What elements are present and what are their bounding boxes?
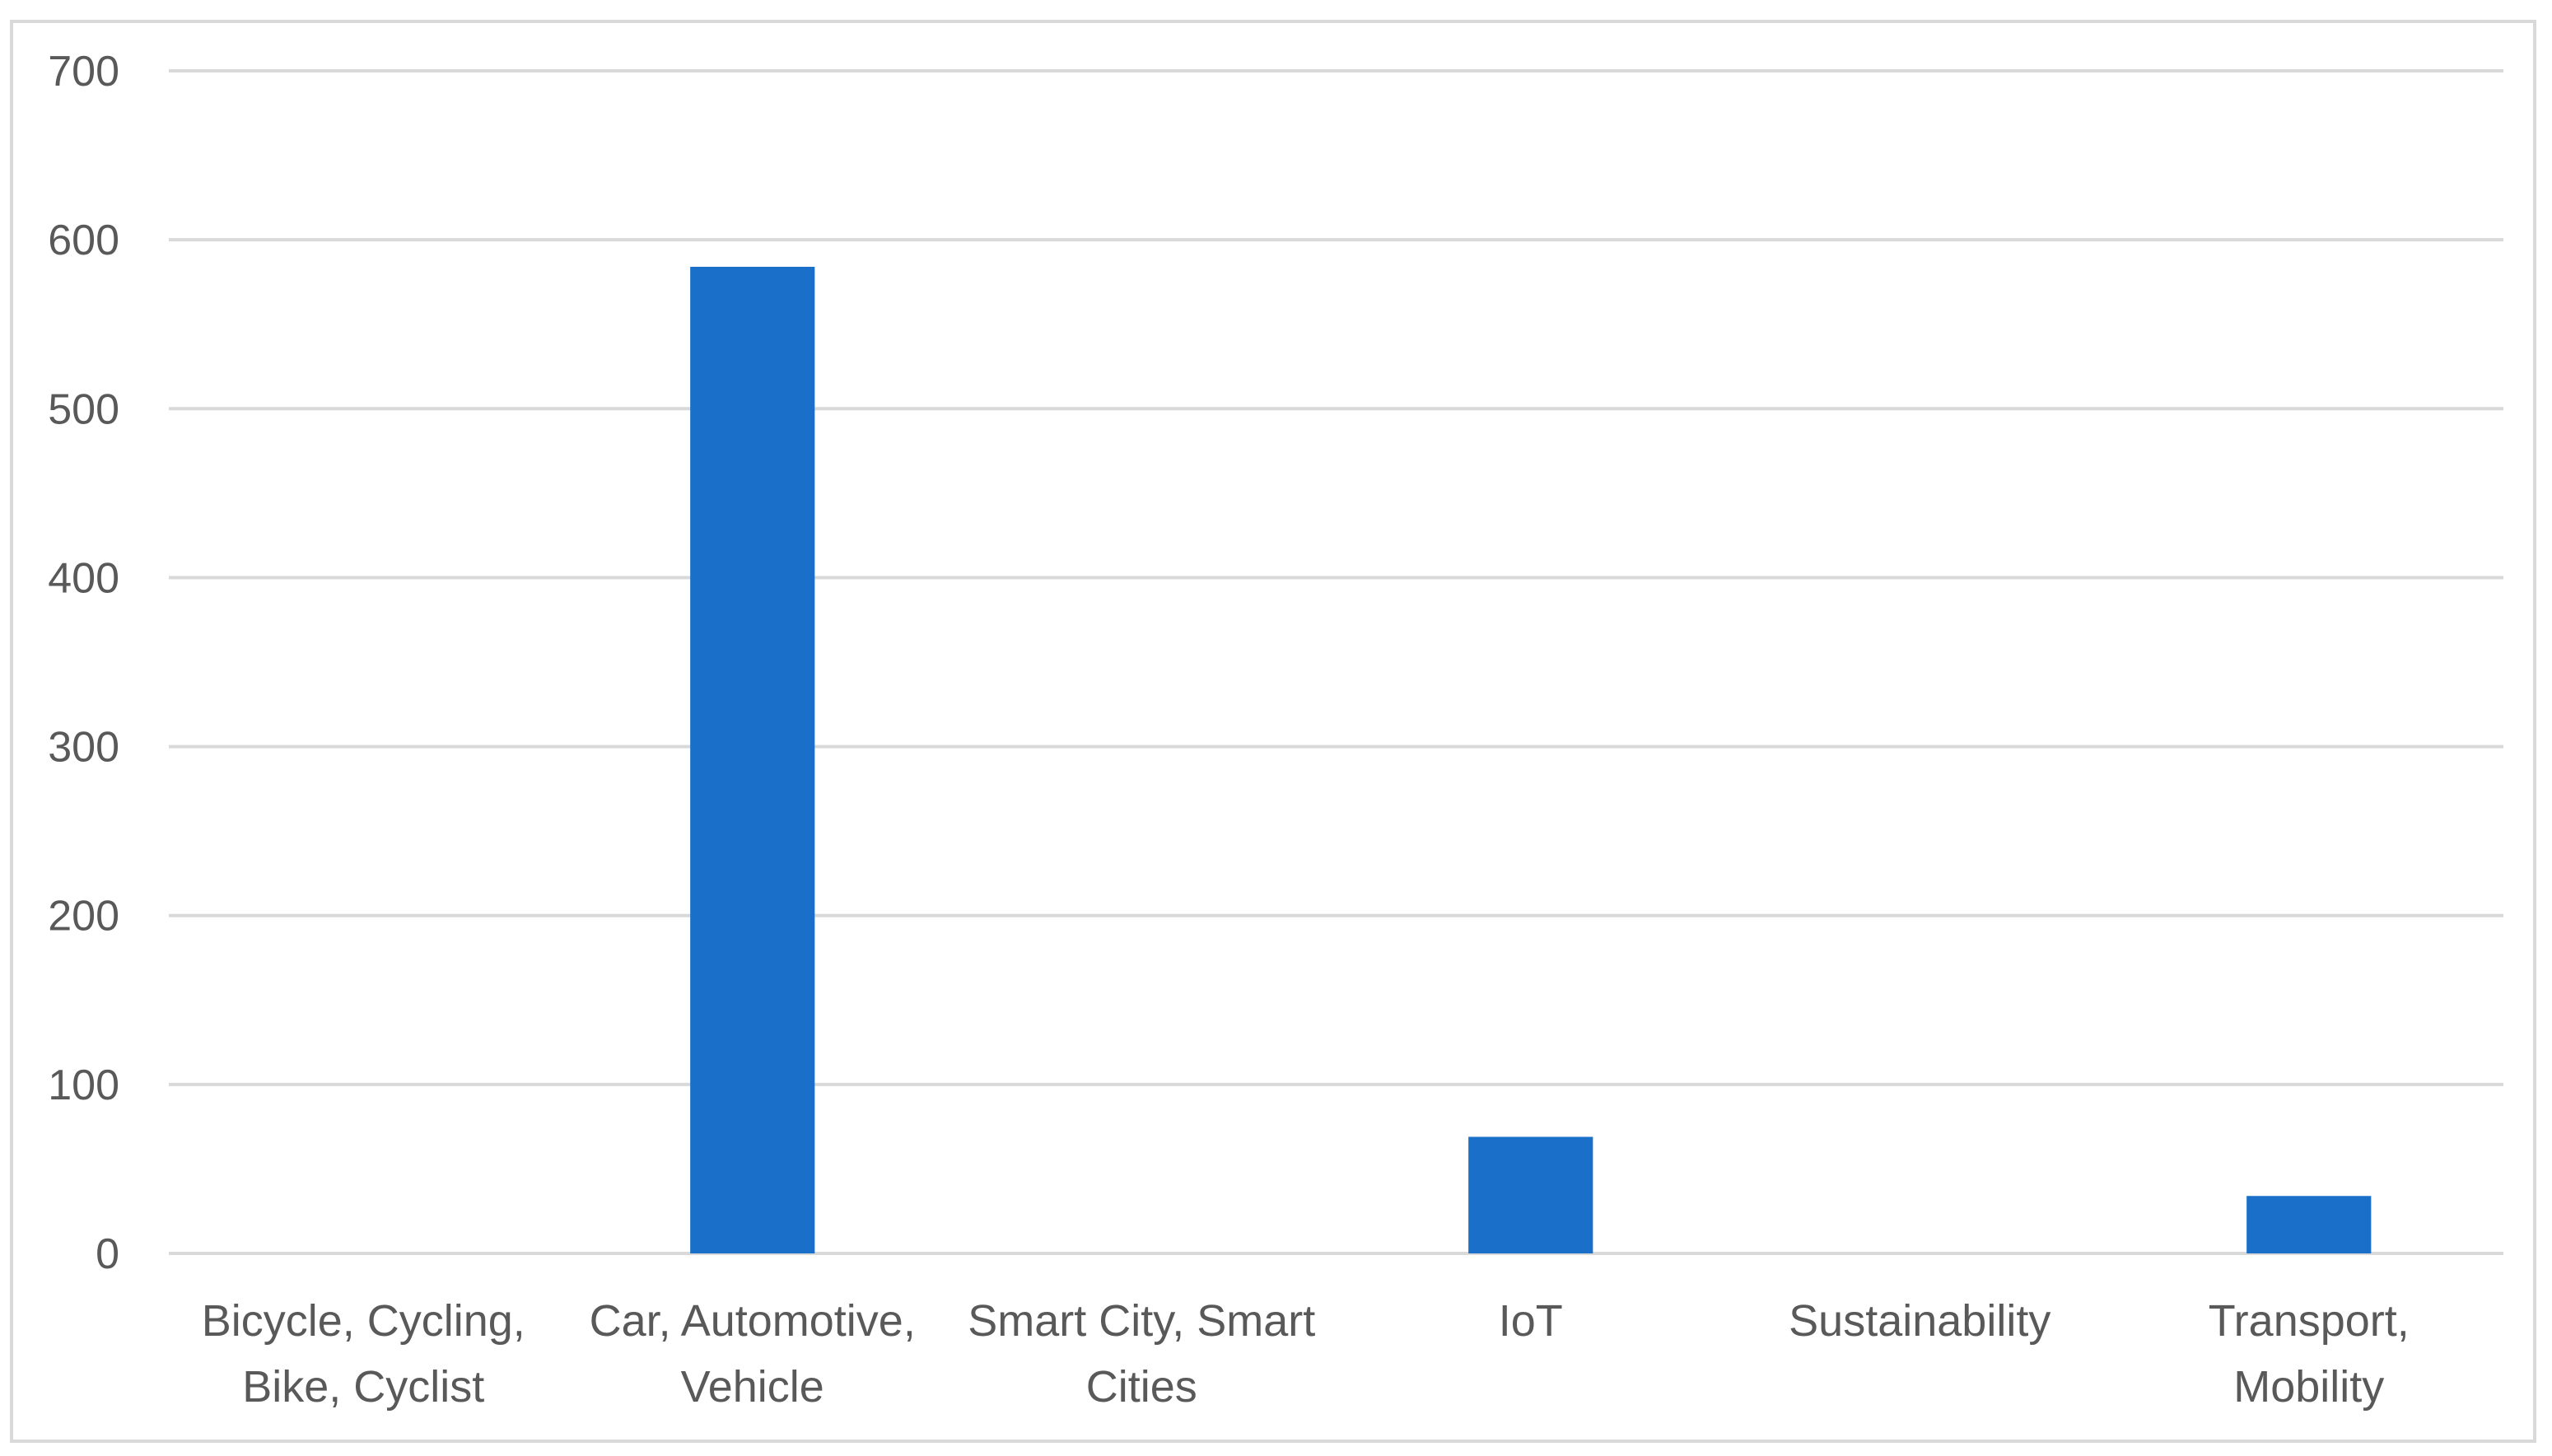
y-axis: 0 100 200 300 400 500 600 700 xyxy=(48,48,119,1278)
y-tick-label: 200 xyxy=(48,893,119,940)
x-tick-label: IoT xyxy=(1499,1296,1563,1346)
y-tick-label: 300 xyxy=(48,724,119,772)
y-tick-label: 500 xyxy=(48,385,119,433)
bar xyxy=(2246,1196,2372,1253)
x-axis: Bicycle, Cycling, Bike, Cyclist Car, Autom… xyxy=(202,1296,2410,1412)
y-tick-label: 700 xyxy=(48,48,119,96)
x-tick-label: Bicycle, Cycling, Bike, Cyclist xyxy=(202,1296,525,1412)
gridlines xyxy=(169,69,2503,1255)
x-tick-label: Smart City, Smart Cities xyxy=(968,1296,1315,1412)
chart-frame xyxy=(10,20,2536,1443)
y-tick-label: 400 xyxy=(48,554,119,602)
x-tick-label: Transport, Mobility xyxy=(2209,1296,2410,1412)
bar xyxy=(690,266,815,1254)
y-tick-label: 0 xyxy=(96,1230,119,1278)
bars xyxy=(690,266,2372,1254)
x-tick-label: Sustainability xyxy=(1789,1296,2050,1346)
x-tick-label: Car, Automotive, Vehicle xyxy=(590,1296,916,1412)
y-tick-label: 600 xyxy=(48,217,119,264)
y-tick-label: 100 xyxy=(48,1062,119,1109)
bar xyxy=(1468,1136,1593,1253)
